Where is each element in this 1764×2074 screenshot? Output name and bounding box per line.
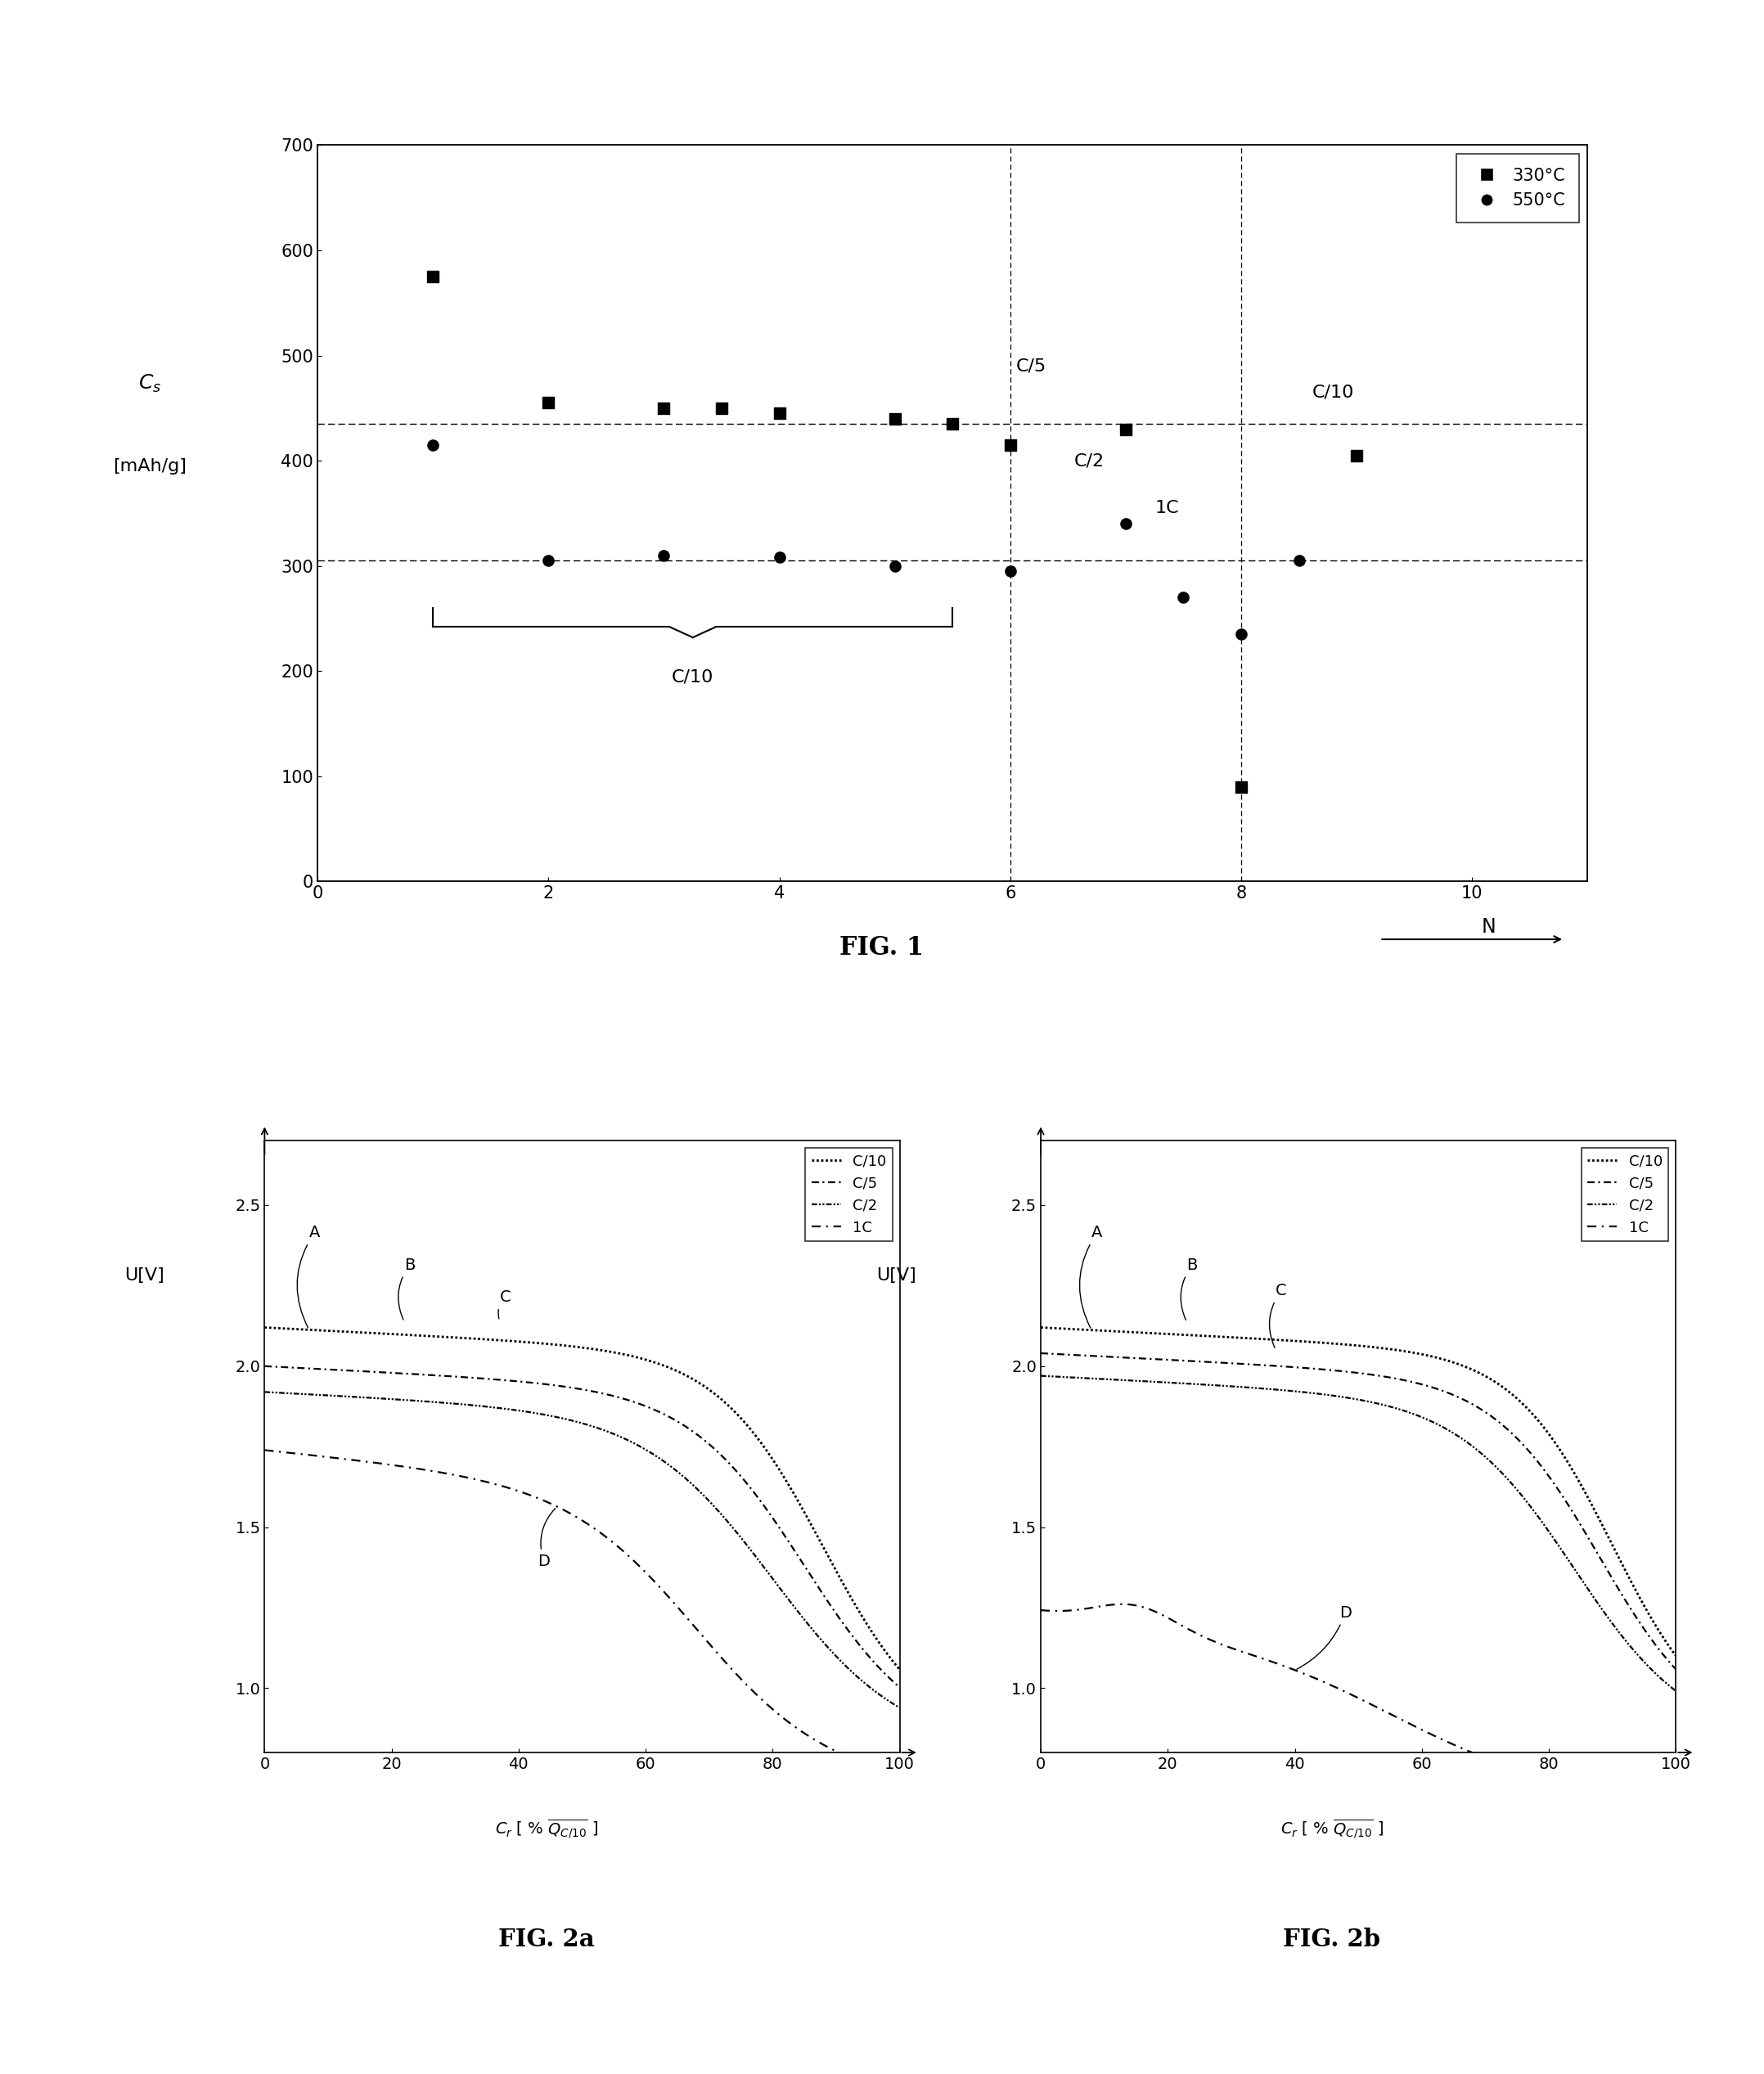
Point [1111,413,1140,446]
Point [1284,543,1312,577]
Text: D: D [538,1508,556,1570]
Text: B: B [399,1257,415,1319]
Point [880,402,908,436]
Point [534,543,563,577]
Text: FIG. 2a: FIG. 2a [499,1927,594,1952]
Point [1228,769,1256,803]
Point [880,550,908,583]
Text: C: C [1270,1284,1288,1348]
Text: C/2: C/2 [1074,452,1104,469]
Text: A: A [1080,1226,1102,1327]
Text: U[V]: U[V] [125,1267,164,1284]
Text: C/10: C/10 [672,670,714,684]
Point [766,541,794,574]
Text: FIG. 1: FIG. 1 [840,935,924,960]
Point [707,392,736,425]
Point [1170,581,1198,614]
Text: [mAh/g]: [mAh/g] [113,458,187,475]
Point [649,539,677,572]
Text: C/10: C/10 [1312,384,1355,400]
Legend: C/10, C/5, C/2, 1C: C/10, C/5, C/2, 1C [806,1149,893,1240]
Point [938,407,967,440]
Text: D: D [1297,1605,1351,1670]
Text: $C_r$ [ % $\overline{Q_{C/10}}$ ]: $C_r$ [ % $\overline{Q_{C/10}}$ ] [1281,1817,1383,1842]
Point [418,259,446,292]
Point [1342,440,1371,473]
Point [418,429,446,463]
Text: $C_r$ [ % $\overline{Q_{C/10}}$ ]: $C_r$ [ % $\overline{Q_{C/10}}$ ] [496,1817,598,1842]
Legend: C/10, C/5, C/2, 1C: C/10, C/5, C/2, 1C [1582,1149,1669,1240]
Point [534,386,563,419]
Text: A: A [296,1226,319,1327]
Point [766,396,794,429]
Text: $C_s$: $C_s$ [138,373,162,394]
Text: C: C [497,1290,512,1319]
Point [997,554,1025,587]
Text: U[V]: U[V] [877,1267,916,1284]
Text: FIG. 2b: FIG. 2b [1282,1927,1381,1952]
Point [1111,508,1140,541]
Point [1228,618,1256,651]
Text: B: B [1180,1257,1198,1319]
Legend: 330°C, 550°C: 330°C, 550°C [1457,153,1579,222]
Point [997,429,1025,463]
Point [649,392,677,425]
Text: 1C: 1C [1155,500,1178,516]
Text: N: N [1482,917,1496,937]
Text: C/5: C/5 [1016,359,1046,373]
